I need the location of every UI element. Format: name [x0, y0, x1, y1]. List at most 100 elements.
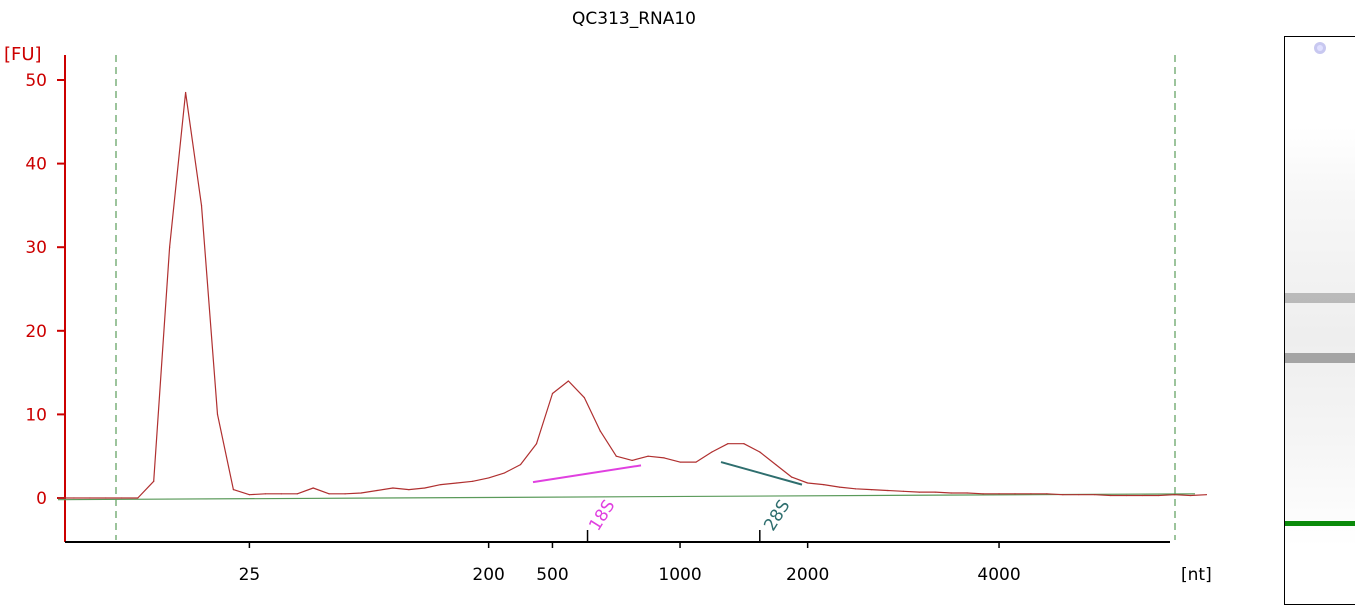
trace-point — [583, 397, 585, 399]
trace-point — [982, 493, 984, 495]
x-tick-label: 200 — [472, 565, 504, 585]
trace-point — [232, 489, 235, 491]
trace-point — [424, 487, 426, 489]
trace-point — [488, 477, 490, 479]
x-tick-label: 2000 — [786, 565, 829, 585]
trace-point — [775, 463, 777, 466]
trace-point — [296, 493, 298, 495]
y-axis-unit: [FU] — [4, 44, 42, 65]
trace-point — [89, 497, 91, 499]
x-tick-label: 4000 — [977, 565, 1020, 585]
gel-lane-background — [1285, 127, 1355, 547]
y-tick-label: 30 — [25, 238, 47, 258]
trace-point — [870, 489, 873, 491]
x-axis-unit: [nt] — [1181, 565, 1212, 585]
trace-point — [966, 492, 968, 494]
trace-point — [759, 451, 761, 453]
x-tick-label: 1000 — [658, 565, 701, 585]
trace-point — [647, 455, 649, 457]
baseline-line — [57, 493, 1196, 501]
trace-point — [838, 486, 841, 488]
peak-label-28S: 28S — [760, 497, 794, 535]
trace-point — [1189, 494, 1192, 497]
trace-point — [264, 493, 266, 495]
trace-point — [567, 380, 570, 382]
trace-point — [1126, 494, 1128, 497]
chart-title: QC313_RNA10 — [572, 9, 696, 29]
trace-point — [392, 487, 394, 489]
trace-point — [1046, 493, 1048, 495]
trace-point — [902, 490, 904, 492]
trace-point — [360, 492, 362, 494]
y-axis: [FU] — [4, 44, 66, 542]
trace-point — [504, 472, 506, 474]
trace-point — [791, 476, 793, 478]
y-tick-label: 10 — [25, 405, 47, 425]
trace-point — [886, 489, 889, 492]
y-tick-label: 20 — [25, 322, 47, 342]
trace-point — [663, 457, 665, 459]
trace-point — [1078, 494, 1080, 496]
gel-image — [1284, 36, 1355, 605]
trace-point — [615, 455, 617, 457]
trace-point — [1173, 494, 1176, 496]
trace-point — [743, 443, 745, 445]
x-axis: [nt] — [65, 541, 1212, 585]
trace-point — [472, 480, 474, 482]
trace-point — [551, 392, 554, 395]
trace-point — [121, 497, 123, 499]
trace-point — [599, 430, 601, 432]
trace-point — [248, 494, 250, 496]
x-tick-label: 25 — [239, 565, 261, 585]
trace-point — [200, 204, 203, 206]
trace-point — [807, 482, 809, 484]
trace-point — [216, 413, 219, 415]
y-tick-label: 50 — [25, 71, 47, 91]
trace-line — [58, 91, 1207, 499]
trace-point — [934, 491, 936, 493]
trace-point — [519, 463, 522, 466]
trace-point — [950, 492, 952, 494]
trace-point — [440, 484, 442, 486]
trace-point — [57, 497, 59, 499]
peak-label-18S: 18S — [585, 497, 619, 535]
trace-point — [280, 493, 282, 495]
trace-point — [312, 487, 314, 489]
trace-point — [711, 451, 713, 453]
trace-point — [1205, 494, 1207, 496]
gel-band-18S — [1285, 353, 1355, 363]
trace-point — [1030, 493, 1032, 495]
trace-point — [854, 488, 857, 490]
trace-point — [153, 480, 155, 482]
trace-point — [185, 91, 187, 94]
trace-point — [535, 443, 538, 445]
peak-line-18S — [532, 464, 642, 484]
trace-point — [408, 489, 410, 491]
x-tick-label: 500 — [536, 565, 568, 585]
trace-point — [1142, 494, 1144, 497]
trace-point — [137, 497, 139, 499]
trace-point — [1110, 494, 1112, 497]
trace-point — [695, 461, 697, 463]
trace-point — [1062, 494, 1064, 496]
trace-point — [376, 489, 378, 492]
trace-point — [344, 493, 346, 495]
trace-point — [998, 493, 1000, 495]
trace-point — [328, 493, 330, 495]
trace-point — [918, 491, 920, 493]
trace-point — [169, 246, 171, 248]
trace-point — [679, 461, 681, 463]
gel-lower-marker-band — [1285, 521, 1355, 526]
trace-point — [1014, 493, 1016, 495]
trace-point — [1157, 494, 1160, 497]
trace-point — [727, 443, 729, 445]
trace-point — [105, 497, 107, 499]
y-tick-label: 0 — [36, 489, 47, 509]
trace-point — [73, 497, 75, 499]
trace-point — [1094, 494, 1096, 496]
peak-line-28S — [720, 461, 803, 486]
gel-band-28S — [1285, 293, 1355, 303]
trace-point — [823, 484, 825, 486]
trace-point — [631, 459, 633, 461]
